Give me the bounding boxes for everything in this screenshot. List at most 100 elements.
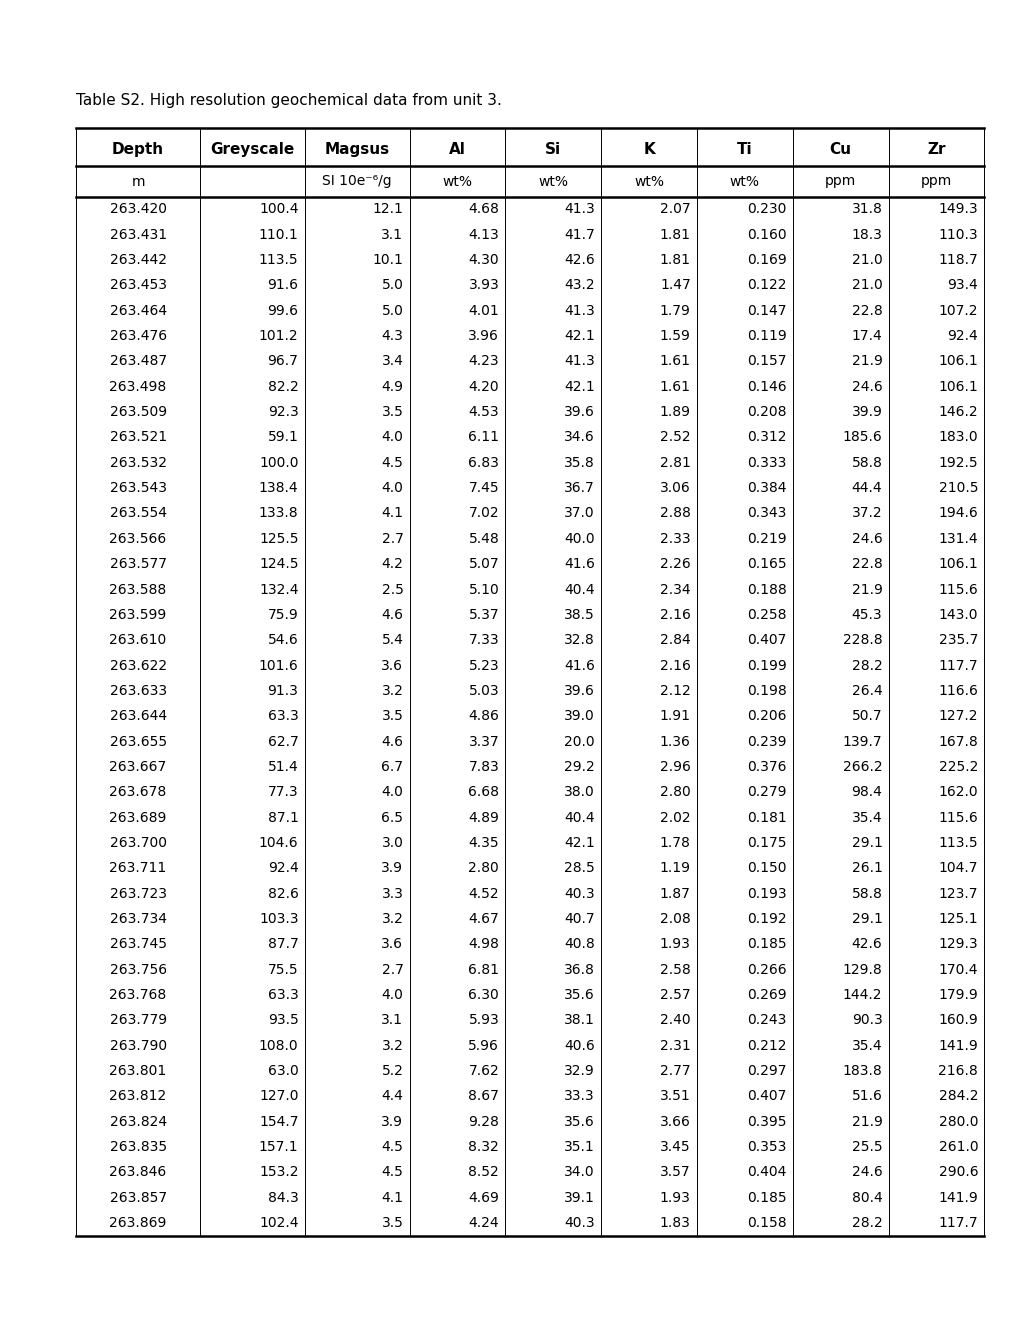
Text: 131.4: 131.4: [937, 532, 977, 546]
Text: 40.4: 40.4: [564, 582, 594, 597]
Text: 263.689: 263.689: [109, 810, 167, 825]
Text: 7.62: 7.62: [468, 1064, 498, 1078]
Text: 290.6: 290.6: [937, 1166, 977, 1180]
Text: Cu: Cu: [828, 141, 851, 157]
Text: 4.67: 4.67: [468, 912, 498, 927]
Text: 0.297: 0.297: [746, 1064, 786, 1078]
Text: 91.6: 91.6: [267, 279, 299, 293]
Text: 0.157: 0.157: [746, 354, 786, 368]
Text: 263.756: 263.756: [109, 962, 166, 977]
Text: 29.1: 29.1: [851, 912, 881, 927]
Text: 28.2: 28.2: [851, 659, 881, 673]
Text: 32.8: 32.8: [564, 634, 594, 647]
Text: 185.6: 185.6: [842, 430, 881, 445]
Text: 35.4: 35.4: [851, 810, 881, 825]
Text: 2.80: 2.80: [468, 861, 498, 875]
Text: wt%: wt%: [538, 174, 568, 189]
Text: 263.543: 263.543: [109, 480, 166, 495]
Text: 54.6: 54.6: [267, 634, 299, 647]
Text: 1.89: 1.89: [659, 405, 690, 420]
Text: 35.1: 35.1: [564, 1140, 594, 1154]
Text: 1.61: 1.61: [659, 354, 690, 368]
Text: 5.96: 5.96: [468, 1039, 498, 1053]
Text: 0.239: 0.239: [746, 734, 786, 748]
Text: Greyscale: Greyscale: [210, 141, 293, 157]
Text: 7.45: 7.45: [468, 480, 498, 495]
Text: 263.835: 263.835: [109, 1140, 166, 1154]
Text: 0.158: 0.158: [746, 1216, 786, 1230]
Text: 43.2: 43.2: [564, 279, 594, 293]
Text: 160.9: 160.9: [937, 1014, 977, 1027]
Text: 51.4: 51.4: [267, 760, 299, 774]
Text: 124.5: 124.5: [259, 557, 299, 572]
Text: 1.87: 1.87: [659, 887, 690, 900]
Text: 25.5: 25.5: [851, 1140, 881, 1154]
Text: 75.5: 75.5: [268, 962, 299, 977]
Text: 3.93: 3.93: [468, 279, 498, 293]
Text: 106.1: 106.1: [937, 557, 977, 572]
Text: 1.59: 1.59: [659, 329, 690, 343]
Text: 38.1: 38.1: [564, 1014, 594, 1027]
Text: 194.6: 194.6: [937, 507, 977, 520]
Text: 0.192: 0.192: [746, 912, 786, 927]
Text: 0.258: 0.258: [746, 607, 786, 622]
Text: Table S2. High resolution geochemical data from unit 3.: Table S2. High resolution geochemical da…: [76, 94, 502, 108]
Text: 38.0: 38.0: [564, 785, 594, 800]
Text: 263.487: 263.487: [109, 354, 166, 368]
Text: 41.6: 41.6: [564, 557, 594, 572]
Text: 62.7: 62.7: [267, 734, 299, 748]
Text: 263.655: 263.655: [109, 734, 166, 748]
Text: 9.28: 9.28: [468, 1114, 498, 1129]
Text: 21.9: 21.9: [851, 1114, 881, 1129]
Text: 157.1: 157.1: [259, 1140, 299, 1154]
Text: 2.07: 2.07: [659, 202, 690, 216]
Text: 108.0: 108.0: [259, 1039, 299, 1053]
Text: 2.08: 2.08: [659, 912, 690, 927]
Text: 284.2: 284.2: [937, 1089, 977, 1104]
Text: 4.01: 4.01: [468, 304, 498, 318]
Text: 24.6: 24.6: [851, 532, 881, 546]
Text: 4.6: 4.6: [381, 607, 403, 622]
Text: 4.1: 4.1: [381, 507, 403, 520]
Text: 39.1: 39.1: [564, 1191, 594, 1205]
Text: 1.19: 1.19: [659, 861, 690, 875]
Text: 263.453: 263.453: [109, 279, 166, 293]
Text: 115.6: 115.6: [937, 810, 977, 825]
Text: 0.199: 0.199: [746, 659, 786, 673]
Text: 2.34: 2.34: [659, 582, 690, 597]
Text: 149.3: 149.3: [937, 202, 977, 216]
Text: 2.02: 2.02: [659, 810, 690, 825]
Text: m: m: [131, 174, 145, 189]
Text: 6.81: 6.81: [468, 962, 498, 977]
Text: 263.532: 263.532: [109, 455, 166, 470]
Text: 5.10: 5.10: [468, 582, 498, 597]
Text: 6.7: 6.7: [381, 760, 403, 774]
Text: 263.667: 263.667: [109, 760, 166, 774]
Text: 2.81: 2.81: [659, 455, 690, 470]
Text: 263.745: 263.745: [109, 937, 166, 952]
Text: 113.5: 113.5: [259, 253, 299, 267]
Text: 40.8: 40.8: [564, 937, 594, 952]
Text: 263.723: 263.723: [109, 887, 166, 900]
Text: 2.57: 2.57: [659, 987, 690, 1002]
Text: K: K: [643, 141, 654, 157]
Text: 92.3: 92.3: [267, 405, 299, 420]
Text: 0.193: 0.193: [746, 887, 786, 900]
Text: 125.5: 125.5: [259, 532, 299, 546]
Text: 35.4: 35.4: [851, 1039, 881, 1053]
Text: 101.6: 101.6: [259, 659, 299, 673]
Text: 80.4: 80.4: [851, 1191, 881, 1205]
Text: 4.2: 4.2: [381, 557, 403, 572]
Text: 263.700: 263.700: [109, 836, 166, 850]
Text: 4.3: 4.3: [381, 329, 403, 343]
Text: 24.6: 24.6: [851, 380, 881, 393]
Text: 82.2: 82.2: [267, 380, 299, 393]
Text: 4.52: 4.52: [468, 887, 498, 900]
Text: 0.122: 0.122: [746, 279, 786, 293]
Text: 3.37: 3.37: [468, 734, 498, 748]
Text: 40.7: 40.7: [564, 912, 594, 927]
Text: 3.9: 3.9: [381, 861, 403, 875]
Text: 110.1: 110.1: [259, 227, 299, 242]
Text: 110.3: 110.3: [937, 227, 977, 242]
Text: 129.8: 129.8: [842, 962, 881, 977]
